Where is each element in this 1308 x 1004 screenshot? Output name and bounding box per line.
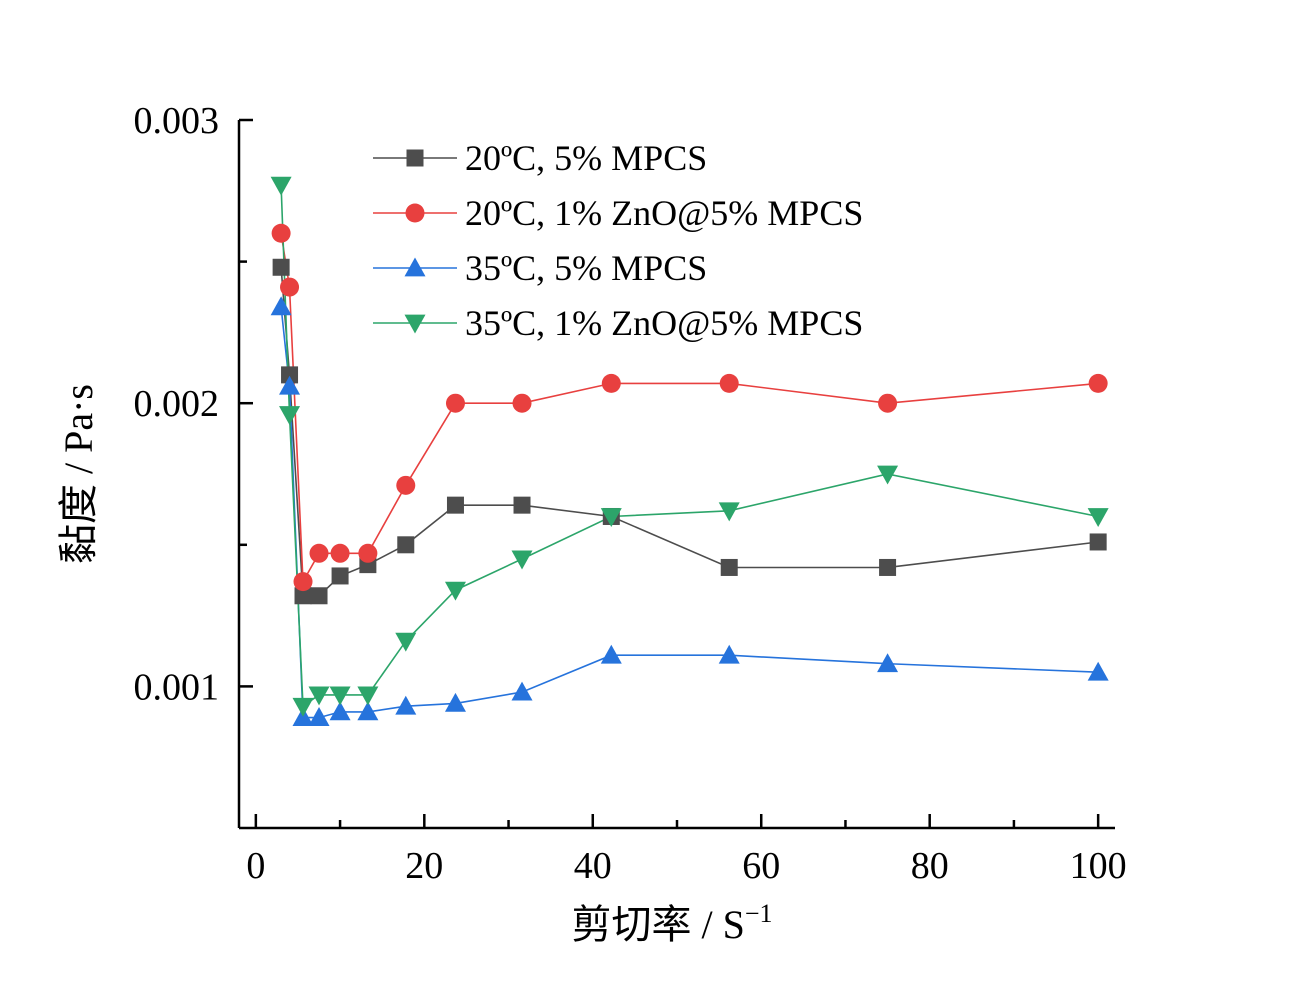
legend-label: 35ºC, 5% MPCS bbox=[465, 248, 707, 288]
data-point bbox=[271, 223, 291, 243]
data-point bbox=[1089, 533, 1107, 551]
data-point bbox=[280, 277, 300, 297]
legend: 20ºC, 5% MPCS 20ºC, 1% ZnO@5% MPCS 35ºC, 5… bbox=[373, 138, 863, 343]
legend-item-3: 35ºC, 5% MPCS bbox=[373, 248, 707, 288]
data-point bbox=[270, 176, 292, 196]
data-point bbox=[878, 393, 898, 413]
legend-item-1: 20ºC, 5% MPCS bbox=[373, 138, 707, 178]
data-point bbox=[877, 465, 899, 485]
data-point bbox=[511, 681, 533, 701]
data-point bbox=[308, 707, 330, 726]
x-tick-label: 40 bbox=[574, 845, 612, 887]
data-point bbox=[718, 502, 740, 522]
data-point bbox=[877, 653, 899, 673]
x-tick-label: 100 bbox=[1070, 845, 1127, 887]
y-axis-title: 黏度 / Pa·s bbox=[56, 384, 101, 564]
data-point bbox=[601, 373, 621, 393]
series-markers-4 bbox=[270, 176, 1109, 717]
data-point bbox=[309, 543, 329, 563]
data-point bbox=[718, 644, 740, 664]
x-axis-title: 剪切率 / S−1 bbox=[571, 899, 772, 947]
y-tick-label: 0.001 bbox=[134, 666, 220, 708]
data-point bbox=[445, 393, 465, 413]
data-point bbox=[292, 697, 314, 717]
legend-label: 20ºC, 1% ZnO@5% MPCS bbox=[465, 193, 863, 233]
data-point bbox=[279, 375, 301, 395]
data-point bbox=[358, 543, 378, 563]
data-point bbox=[281, 366, 299, 384]
data-point bbox=[444, 581, 466, 601]
legend-label: 20ºC, 5% MPCS bbox=[465, 138, 707, 178]
data-point bbox=[330, 543, 350, 563]
data-point bbox=[397, 536, 415, 554]
data-point bbox=[511, 550, 533, 570]
data-point bbox=[395, 632, 417, 652]
data-point bbox=[444, 692, 466, 712]
data-point bbox=[329, 686, 351, 706]
x-tick-label: 20 bbox=[405, 845, 443, 887]
data-point bbox=[272, 258, 290, 276]
legend-label: 35ºC, 1% ZnO@5% MPCS bbox=[465, 303, 863, 343]
data-point bbox=[719, 373, 739, 393]
data-point bbox=[512, 393, 532, 413]
data-point bbox=[329, 701, 351, 721]
y-tick-label: 0.002 bbox=[134, 383, 220, 425]
data-point bbox=[720, 558, 738, 576]
series-markers-1 bbox=[272, 258, 1107, 605]
data-point bbox=[1087, 661, 1109, 681]
data-point bbox=[446, 496, 464, 514]
data-point bbox=[279, 406, 301, 426]
legend-item-4: 35ºC, 1% ZnO@5% MPCS bbox=[373, 303, 863, 343]
data-point bbox=[395, 695, 417, 715]
ticks bbox=[239, 118, 1100, 828]
series-markers bbox=[270, 176, 1109, 726]
tick-labels: 0 20 40 60 80 100 0.001 0.002 0.003 bbox=[134, 100, 1127, 887]
data-point bbox=[310, 587, 328, 605]
legend-marker bbox=[406, 149, 424, 167]
data-point bbox=[293, 572, 313, 592]
data-point bbox=[294, 587, 312, 605]
data-point bbox=[1087, 508, 1109, 527]
x-tick-label: 0 bbox=[246, 845, 265, 887]
data-point bbox=[600, 508, 622, 527]
data-point bbox=[600, 644, 622, 664]
legend-marker bbox=[404, 257, 426, 277]
data-point bbox=[270, 296, 292, 316]
legend-item-2: 20ºC, 1% ZnO@5% MPCS bbox=[373, 193, 863, 233]
x-tick-label: 80 bbox=[911, 845, 949, 887]
legend-marker bbox=[404, 314, 426, 334]
y-tick-label: 0.003 bbox=[134, 100, 220, 142]
data-point bbox=[1088, 373, 1108, 393]
data-point bbox=[308, 686, 330, 706]
legend-marker bbox=[405, 203, 425, 223]
data-point bbox=[357, 701, 379, 721]
series-markers-3 bbox=[270, 296, 1109, 726]
x-tick-label: 60 bbox=[742, 845, 780, 887]
data-point bbox=[331, 567, 349, 585]
data-point bbox=[879, 558, 897, 576]
data-point bbox=[513, 496, 531, 514]
data-point bbox=[396, 475, 416, 495]
data-point bbox=[357, 686, 379, 706]
series-markers-2 bbox=[271, 223, 1108, 592]
